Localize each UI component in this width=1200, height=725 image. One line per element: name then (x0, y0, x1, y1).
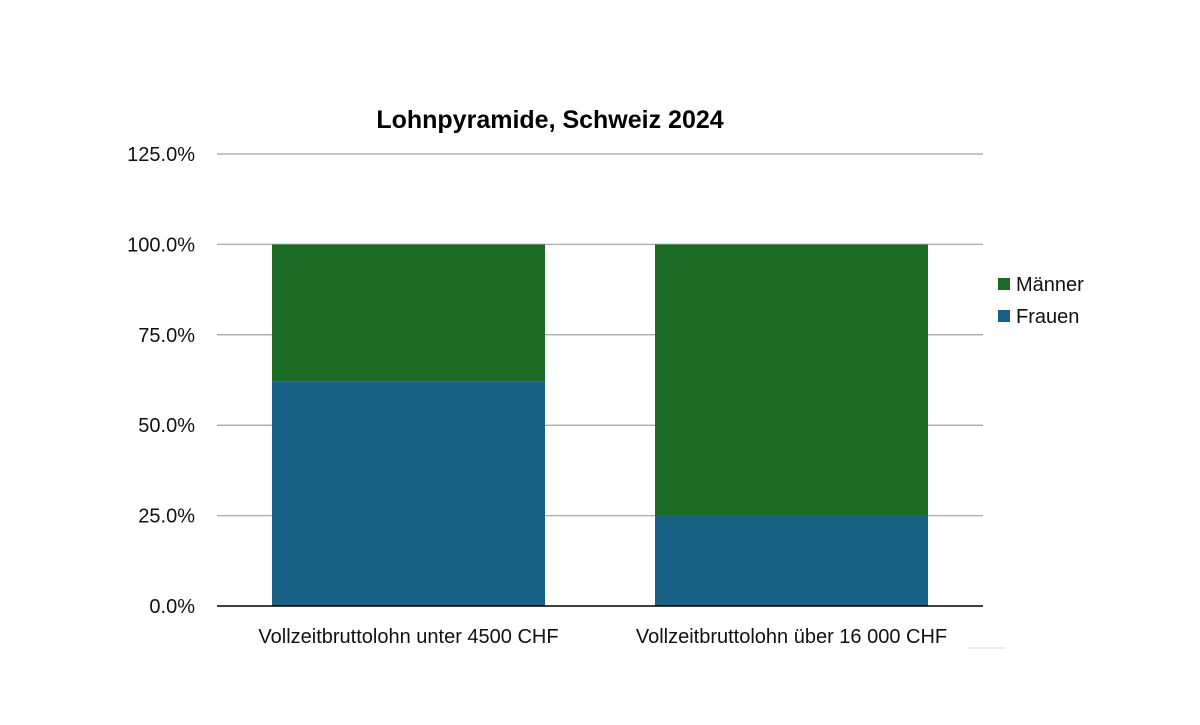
chart-title: Lohnpyramide, Schweiz 2024 (376, 106, 723, 134)
bar-frauen-1 (272, 381, 545, 606)
bar-m-nner-2 (655, 244, 928, 516)
x-axis: Vollzeitbruttolohn unter 4500 CHF Vollzei… (258, 626, 947, 648)
bar-m-nner-1 (272, 244, 545, 382)
bar-frauen-2 (655, 515, 928, 606)
x-category-label: Vollzeitbruttolohn über 16 000 CHF (636, 626, 947, 648)
legend: Männer Frauen (998, 274, 1084, 328)
y-tick-label: 0.0% (149, 596, 195, 618)
y-tick-label: 100.0% (127, 234, 195, 256)
y-tick-label: 50.0% (138, 415, 195, 437)
bars (272, 244, 928, 606)
legend-swatch (998, 310, 1010, 322)
legend-swatch (998, 278, 1010, 290)
x-category-label: Vollzeitbruttolohn unter 4500 CHF (258, 626, 558, 648)
y-tick-label: 25.0% (138, 506, 195, 528)
y-tick-label: 125.0% (127, 144, 195, 166)
legend-label: Männer (1016, 274, 1084, 296)
legend-label: Frauen (1016, 306, 1079, 328)
y-tick-label: 75.0% (138, 325, 195, 347)
y-axis: 0.0% 25.0% 50.0% 75.0% 100.0% 125.0% (127, 144, 195, 618)
